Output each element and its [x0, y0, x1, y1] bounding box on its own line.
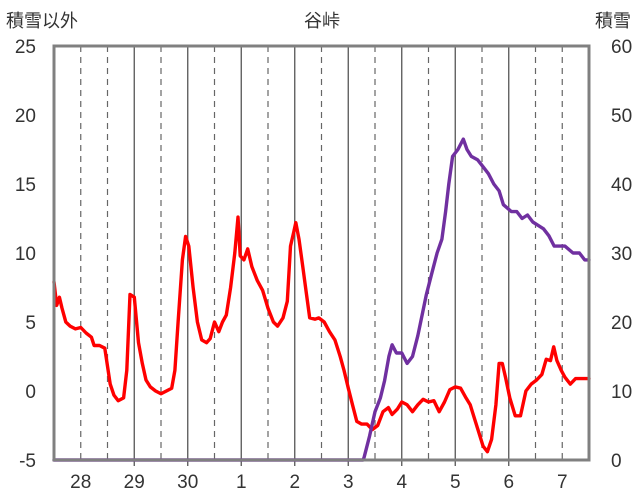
y-tick-right-label: 30 — [611, 244, 632, 265]
y-axis-label-right: 積雪 — [595, 11, 631, 32]
x-tick-label: 29 — [124, 472, 145, 493]
y-tick-right-label: 40 — [611, 175, 632, 196]
y-tick-left-label: 5 — [25, 313, 36, 334]
y-tick-right-label: 0 — [611, 451, 622, 472]
y-axis-right-ticks: 0 10 20 30 40 50 60 — [611, 37, 632, 472]
series-group — [52, 137, 591, 462]
x-tick-label: 30 — [177, 472, 198, 493]
x-tick-label: 2 — [289, 472, 300, 493]
series-line-snow-depth — [52, 137, 591, 462]
x-tick-label: 4 — [396, 472, 407, 493]
gridlines — [80, 46, 563, 466]
y-tick-left-label: 0 — [25, 382, 36, 403]
x-tick-label: 5 — [450, 472, 461, 493]
y-axis-left-ticks: -5 0 5 10 15 20 25 — [15, 37, 36, 472]
y-tick-left-label: 20 — [15, 106, 36, 127]
y-tick-right-label: 60 — [611, 37, 632, 58]
y-tick-right-label: 10 — [611, 382, 632, 403]
x-tick-label: 28 — [70, 472, 91, 493]
x-tick-label: 6 — [503, 472, 514, 493]
plot-frame — [52, 44, 591, 462]
chart-title: 谷峠 — [304, 11, 340, 32]
y-tick-left-label: 10 — [15, 244, 36, 265]
y-tick-right-label: 50 — [611, 106, 632, 127]
y-tick-right-label: 20 — [611, 313, 632, 334]
x-axis-ticks: 28 29 30 1 2 3 4 5 6 7 — [70, 472, 567, 493]
x-tick-label: 1 — [236, 472, 247, 493]
y-tick-left-label: 15 — [15, 175, 36, 196]
y-tick-left-label: -5 — [19, 451, 36, 472]
x-tick-label: 7 — [557, 472, 568, 493]
series-line-other — [52, 215, 591, 454]
y-tick-left-label: 25 — [15, 37, 36, 58]
y-axis-label-left: 積雪以外 — [6, 11, 78, 32]
x-tick-label: 3 — [343, 472, 354, 493]
